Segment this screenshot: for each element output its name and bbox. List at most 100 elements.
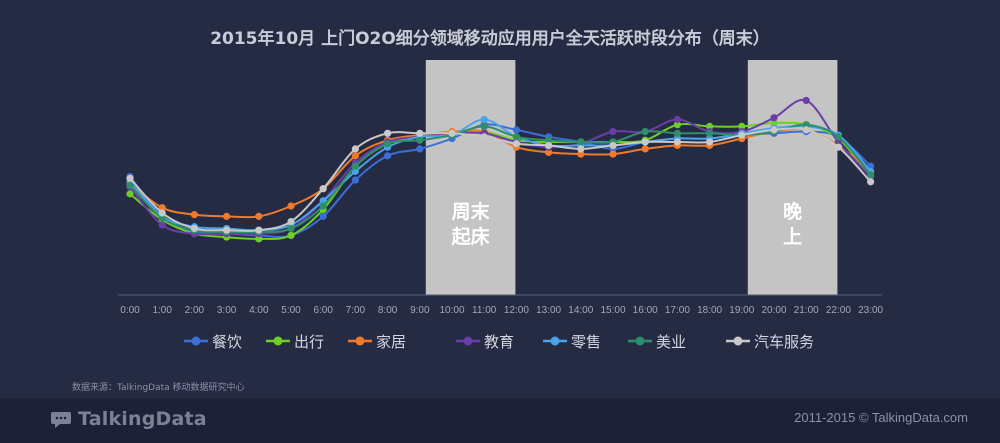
x-tick-label: 23:00 xyxy=(858,305,883,316)
highlight-label-line: 周末 xyxy=(452,200,491,223)
data-point xyxy=(577,145,585,153)
legend-item: 教育 xyxy=(456,333,514,351)
data-point xyxy=(770,114,778,122)
legend-marker xyxy=(191,336,201,346)
x-tick-label: 13:00 xyxy=(536,305,561,316)
data-point xyxy=(770,126,778,134)
x-tick-label: 14:00 xyxy=(568,305,593,316)
x-tick-label: 18:00 xyxy=(697,305,722,316)
data-point xyxy=(834,143,843,151)
data-point xyxy=(673,121,682,129)
data-point xyxy=(577,138,585,146)
data-point xyxy=(223,212,231,220)
data-point xyxy=(448,129,456,137)
data-point xyxy=(512,133,521,141)
data-point xyxy=(190,211,198,219)
data-point xyxy=(673,138,682,146)
x-tick-label: 3:00 xyxy=(217,305,237,316)
data-point xyxy=(158,214,166,222)
data-point xyxy=(706,122,714,131)
data-point xyxy=(287,217,295,226)
data-point xyxy=(480,133,488,141)
data-point xyxy=(416,136,424,144)
data-point xyxy=(384,152,392,160)
data-point xyxy=(673,115,682,124)
data-point xyxy=(287,202,295,210)
data-point xyxy=(738,131,746,139)
data-point xyxy=(770,119,778,127)
data-point xyxy=(706,138,714,146)
data-point xyxy=(319,185,327,193)
chat-bubble-icon xyxy=(51,412,71,428)
data-point xyxy=(577,150,585,158)
data-point xyxy=(802,126,810,134)
x-tick-label: 7:00 xyxy=(346,305,366,316)
data-point xyxy=(190,224,198,233)
legend-marker xyxy=(355,336,365,346)
legend-marker xyxy=(550,336,560,346)
copyright-text: 2011-2015 © TalkingData.com xyxy=(794,410,968,425)
legend-marker xyxy=(463,336,473,346)
x-tick-label: 22:00 xyxy=(826,305,851,316)
x-tick-label: 0:00 xyxy=(120,305,140,316)
highlight-label-0: 周末起床 xyxy=(451,200,491,248)
data-point xyxy=(673,129,682,137)
legend-label: 餐饮 xyxy=(212,333,242,351)
data-point xyxy=(609,150,617,158)
data-point xyxy=(255,226,263,234)
data-point xyxy=(867,171,875,179)
data-point xyxy=(802,121,810,129)
legend-item: 出行 xyxy=(266,333,324,351)
data-source-note: 数据来源：TalkingData 移动数据研究中心 xyxy=(72,383,245,393)
series-6 xyxy=(126,126,875,234)
data-point xyxy=(641,138,649,146)
highlight-band-1 xyxy=(747,60,838,295)
legend-label: 美业 xyxy=(656,333,686,351)
data-point xyxy=(416,145,424,153)
data-point xyxy=(126,181,134,189)
data-point xyxy=(545,136,553,144)
x-tick-label: 19:00 xyxy=(729,305,754,316)
data-point xyxy=(287,231,295,239)
data-point xyxy=(158,209,166,217)
data-point xyxy=(255,212,263,220)
data-point xyxy=(834,138,843,146)
x-tick-label: 2:00 xyxy=(185,305,205,316)
line-chart: 2015年10月 上门O2O细分领域移动应用用户全天活跃时段分布（周末） 周末起床… xyxy=(118,28,884,351)
x-tick-label: 8:00 xyxy=(378,305,398,316)
data-point xyxy=(319,197,327,205)
data-point xyxy=(545,148,553,156)
data-point xyxy=(351,152,359,160)
data-point xyxy=(126,190,134,198)
logo-text: TalkingData xyxy=(78,408,207,430)
data-point xyxy=(384,140,392,148)
x-tick-label: 9:00 xyxy=(410,305,430,316)
data-point xyxy=(609,141,617,150)
data-point xyxy=(738,122,746,131)
legend-marker xyxy=(273,336,283,346)
legend-label: 零售 xyxy=(571,333,601,351)
data-point xyxy=(609,128,617,136)
data-point xyxy=(158,204,166,212)
legend-label: 教育 xyxy=(484,333,514,351)
data-point xyxy=(416,129,424,137)
data-point xyxy=(512,140,521,148)
x-tick-label: 5:00 xyxy=(281,305,301,316)
data-point xyxy=(351,162,359,170)
data-point xyxy=(834,133,843,141)
data-point xyxy=(158,221,166,229)
x-tick-label: 17:00 xyxy=(665,305,690,316)
highlight-band-0 xyxy=(425,60,516,295)
data-point xyxy=(223,226,231,234)
data-point xyxy=(512,126,521,134)
legend-marker xyxy=(733,336,743,346)
data-point xyxy=(384,129,392,137)
legend-item: 汽车服务 xyxy=(726,333,814,351)
data-point xyxy=(351,176,359,184)
legend-label: 出行 xyxy=(294,333,324,351)
legend-item: 零售 xyxy=(543,333,601,351)
footer-bar: TalkingData 2011-2015 © TalkingData.com xyxy=(0,398,1000,443)
data-point xyxy=(319,202,327,210)
highlight-label-line: 上 xyxy=(783,226,802,248)
data-point xyxy=(480,115,488,124)
